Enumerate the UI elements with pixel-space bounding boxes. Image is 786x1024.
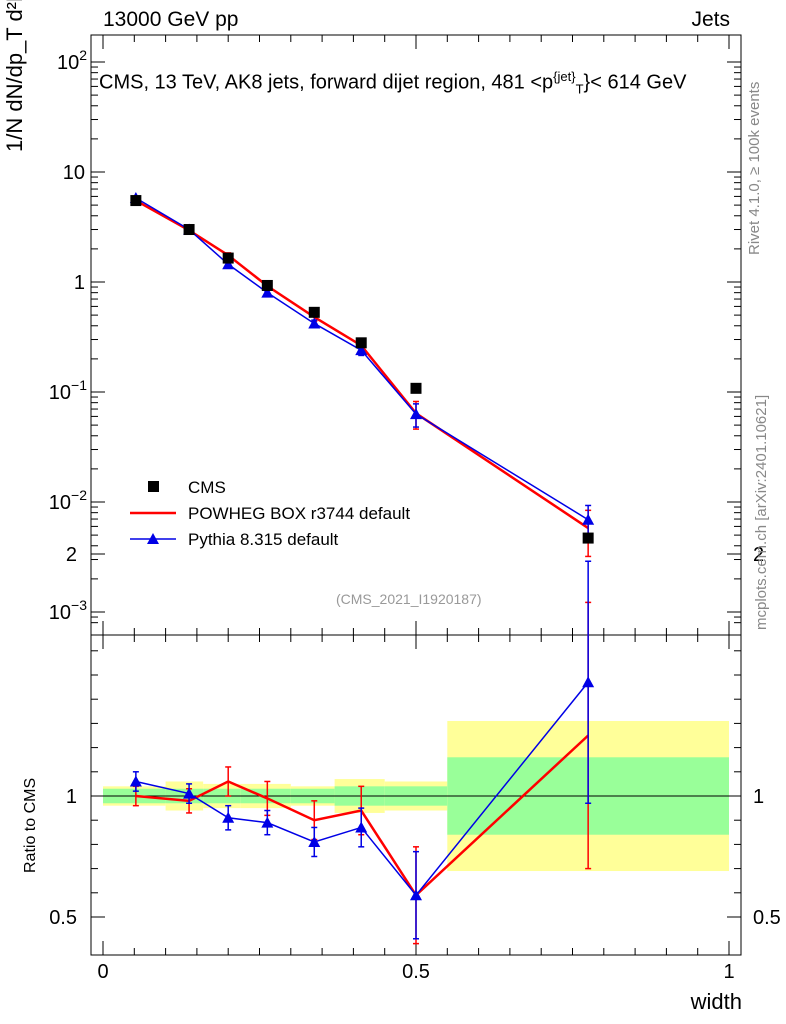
chart-title: CMS, 13 TeV, AK8 jets, forward dijet reg…	[99, 69, 686, 97]
ratio-y-tick-label: 1	[66, 786, 77, 808]
cms-data-point	[410, 382, 422, 394]
header-right-label: Jets	[691, 8, 730, 31]
cms-data-point	[130, 195, 142, 207]
ratio-y-tick-label-right: 2	[753, 544, 764, 566]
pythia-ratio-marker	[261, 816, 274, 828]
mcplots-label: mcplots.cern.ch [arXiv:2401.10621]	[753, 394, 770, 630]
pythia-main-marker	[308, 317, 321, 329]
pythia-ratio-marker	[308, 835, 321, 847]
y-tick-label: 10	[63, 162, 85, 184]
title-prefix: CMS, 13 TeV, AK8 jets, forward dijet reg…	[99, 71, 554, 94]
pythia-main-line	[135, 197, 589, 521]
legend-cms-marker	[148, 481, 159, 492]
pythia-main-marker	[582, 513, 595, 525]
pythia-ratio-marker	[183, 787, 196, 799]
cms-data-point	[183, 224, 195, 236]
x-tick-label: 0.5	[402, 961, 430, 983]
legend-label: CMS	[188, 478, 226, 497]
legend-label: POWHEG BOX r3744 default	[188, 504, 410, 523]
pythia-ratio-marker	[129, 775, 142, 787]
title-suffix: }< 614 GeV	[583, 71, 687, 94]
x-tick-label: 0	[97, 961, 108, 983]
cms-data-point	[355, 337, 367, 349]
ratio-y-tick-label: 0.5	[49, 907, 77, 929]
title-sup: {jet}	[553, 69, 576, 84]
pythia-ratio-marker	[355, 821, 368, 833]
legend: CMS POWHEG BOX r3744 default Pythia 8.315 …	[130, 478, 410, 549]
ratio-panel-series	[129, 560, 595, 945]
pythia-ratio-marker	[410, 889, 422, 901]
rivet-version-label: Rivet 4.1.0, ≥ 100k events	[746, 81, 763, 255]
pythia-main-marker	[261, 286, 274, 298]
pythia-ratio-marker	[222, 811, 235, 823]
pythia-main-marker	[222, 258, 235, 270]
cms-data-point	[222, 252, 234, 264]
ratio-y-tick-label-right: 0.5	[753, 907, 781, 929]
y-tick-label: 10−1	[49, 377, 87, 404]
header-left-label: 13000 GeV pp	[103, 8, 239, 31]
title-sub: T	[575, 81, 584, 97]
pythia-main-marker	[410, 408, 422, 420]
main-panel-series	[129, 192, 595, 558]
pythia-ratio-line	[135, 681, 589, 897]
cms-data-point	[308, 306, 320, 318]
analysis-id-label: (CMS_2021_I1920187)	[336, 591, 482, 607]
legend-label: Pythia 8.315 default	[188, 530, 339, 549]
ratio-y-axis-label: Ratio to CMS	[22, 777, 39, 873]
y-tick-label: 1	[74, 272, 85, 294]
ratio-y-tick-label-right: 1	[753, 786, 764, 808]
y-tick-label: 10−3	[49, 597, 87, 624]
ratio-y-tick-label: 2	[66, 544, 77, 566]
x-tick-label: 1	[723, 961, 734, 983]
main-y-axis-label: 1/N dN/dp_T d²N/dp_T dλ	[2, 0, 27, 152]
cms-data-point	[582, 532, 594, 544]
cms-data-point	[261, 279, 273, 291]
y-tick-label: 102	[57, 47, 87, 74]
ratio-panel-axes: 0 0.5 1 0.5 0.5 1 1 2 2	[49, 544, 781, 983]
pythia-ratio-marker	[582, 676, 595, 688]
pythia-main-marker	[355, 344, 368, 356]
y-tick-label: 10−2	[49, 487, 87, 514]
x-axis-label: width	[690, 989, 742, 1014]
legend-pythia-marker	[147, 533, 159, 544]
main-panel-axes: 10−3 10−2 10−1 1 10 102	[49, 34, 742, 636]
